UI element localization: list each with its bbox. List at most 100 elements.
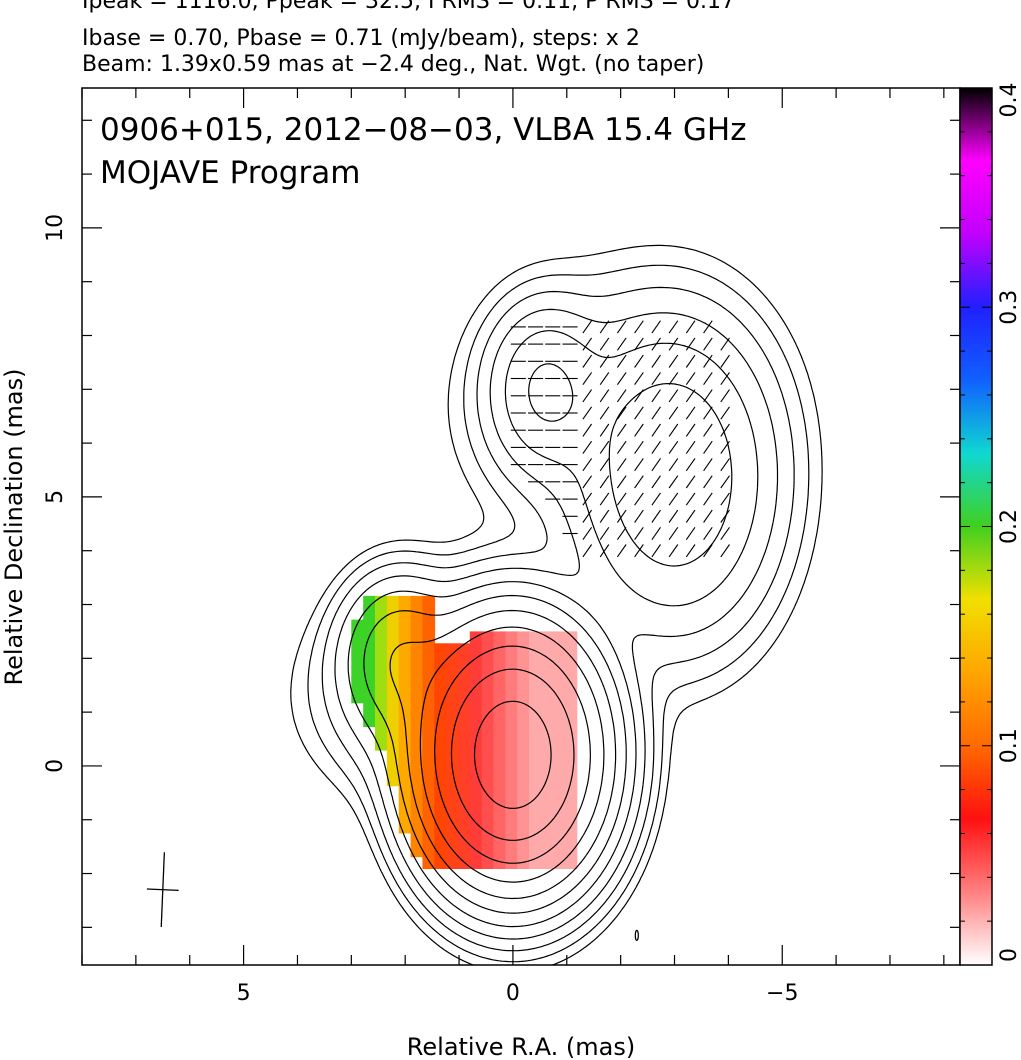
polarization-pixel <box>458 844 471 858</box>
contour-level <box>334 308 779 940</box>
polarization-pixel <box>469 643 483 656</box>
polarization-pixel <box>481 809 495 822</box>
polarization-pixel <box>564 737 578 751</box>
polarization-pixel <box>540 631 554 645</box>
polarization-pixel <box>540 820 554 834</box>
polarization-pixel <box>469 820 483 834</box>
polarization-pixel <box>375 643 388 656</box>
evpa-tick <box>599 354 610 368</box>
polarization-pixel <box>564 761 578 775</box>
evpa-tick <box>720 423 730 437</box>
polarization-pixel <box>552 844 566 858</box>
polarization-pixel <box>517 844 530 858</box>
polarization-pixel <box>552 749 566 763</box>
polarization-pixel <box>398 773 412 787</box>
polarization-pixel <box>529 820 542 834</box>
polarization-pixel <box>505 749 519 763</box>
evpa-tick <box>634 492 644 506</box>
polarization-pixel <box>434 666 447 680</box>
polarization-pixel <box>363 655 376 668</box>
polarization-pixel <box>481 690 495 704</box>
polarization-pixel <box>493 797 507 810</box>
polarization-pixel <box>469 737 483 751</box>
polarization-pixel <box>552 809 566 822</box>
polarization-pixel <box>398 631 412 645</box>
polarization-pixel <box>398 619 412 633</box>
polarization-pixel <box>505 655 519 668</box>
x-axis-label: Relative R.A. (mas) <box>407 1033 635 1060</box>
polarization-pixel <box>481 773 495 787</box>
polarization-pixel <box>552 785 566 798</box>
polarization-pixel <box>481 749 495 763</box>
polarization-pixel <box>493 844 507 858</box>
polarization-pixel <box>351 643 364 656</box>
polarization-pixel <box>552 737 566 751</box>
polarization-pixel <box>469 690 483 704</box>
polarization-pixel <box>493 631 507 645</box>
polarization-pixel <box>481 820 495 834</box>
polarization-pixel <box>469 785 483 798</box>
evpa-tick <box>685 440 696 454</box>
polarization-pixel <box>493 820 507 834</box>
polarization-pixel <box>481 666 495 680</box>
polarization-pixel <box>469 749 483 763</box>
polarization-pixel <box>469 809 483 822</box>
polarization-pixel <box>446 666 459 680</box>
polarization-pixel <box>458 678 471 692</box>
polarization-pixel <box>410 797 424 810</box>
polarization-pixel <box>458 714 471 727</box>
polarization-pixel <box>517 749 530 763</box>
polarization-pixel <box>505 702 519 716</box>
polarization-pixel <box>363 607 376 621</box>
polarization-pixel <box>493 785 507 798</box>
evpa-tick <box>685 372 696 386</box>
evpa-tick <box>651 440 661 454</box>
polarization-pixel <box>363 595 376 609</box>
evpa-tick <box>720 458 730 472</box>
evpa-tick <box>720 509 730 523</box>
polarization-pixel <box>386 702 400 716</box>
evpa-tick <box>720 337 730 351</box>
evpa-tick <box>668 526 679 541</box>
evpa-tick <box>582 337 593 351</box>
polarization-pixel <box>434 643 447 656</box>
noise-contour <box>634 929 639 942</box>
evpa-tick <box>651 354 661 368</box>
x-tick-label: −5 <box>766 981 798 1006</box>
evpa-tick <box>720 389 730 403</box>
polarization-pixel <box>351 631 364 645</box>
polarization-pixel <box>363 690 376 704</box>
evpa-tick <box>651 423 661 437</box>
y-tick-label: 0 <box>43 759 68 773</box>
polarization-pixel <box>458 737 471 751</box>
evpa-tick <box>703 475 713 489</box>
y-tick-label: 5 <box>43 490 68 504</box>
polarization-pixel <box>386 619 400 633</box>
evpa-tick <box>651 544 661 558</box>
polarization-pixel <box>398 737 412 751</box>
evpa-tick <box>668 320 679 334</box>
evpa-tick <box>685 475 696 489</box>
polarization-pixel <box>517 631 530 645</box>
evpa-tick <box>720 440 730 454</box>
polarization-pixel <box>363 631 376 645</box>
polarization-pixel <box>517 726 530 739</box>
polarization-pixel <box>410 678 424 692</box>
polarization-pixel <box>564 702 578 716</box>
polarization-pixel <box>434 844 447 858</box>
polarization-pixel <box>552 643 566 656</box>
polarization-pixel <box>564 844 578 858</box>
chart-title: 0906+015, 2012−08−03, VLBA 15.4 GHz <box>100 112 746 148</box>
evpa-tick <box>616 320 627 334</box>
evpa-tick <box>634 509 644 523</box>
polarization-pixel <box>517 666 530 680</box>
evpa-tick <box>703 492 713 506</box>
evpa-tick <box>582 544 593 558</box>
polarization-pixel <box>386 726 400 739</box>
evpa-tick <box>599 458 610 472</box>
polarization-pixel <box>529 666 542 680</box>
polarization-pixel <box>540 655 554 668</box>
evpa-tick <box>703 526 713 541</box>
polarization-pixel <box>398 643 412 656</box>
polarization-pixel <box>458 785 471 798</box>
